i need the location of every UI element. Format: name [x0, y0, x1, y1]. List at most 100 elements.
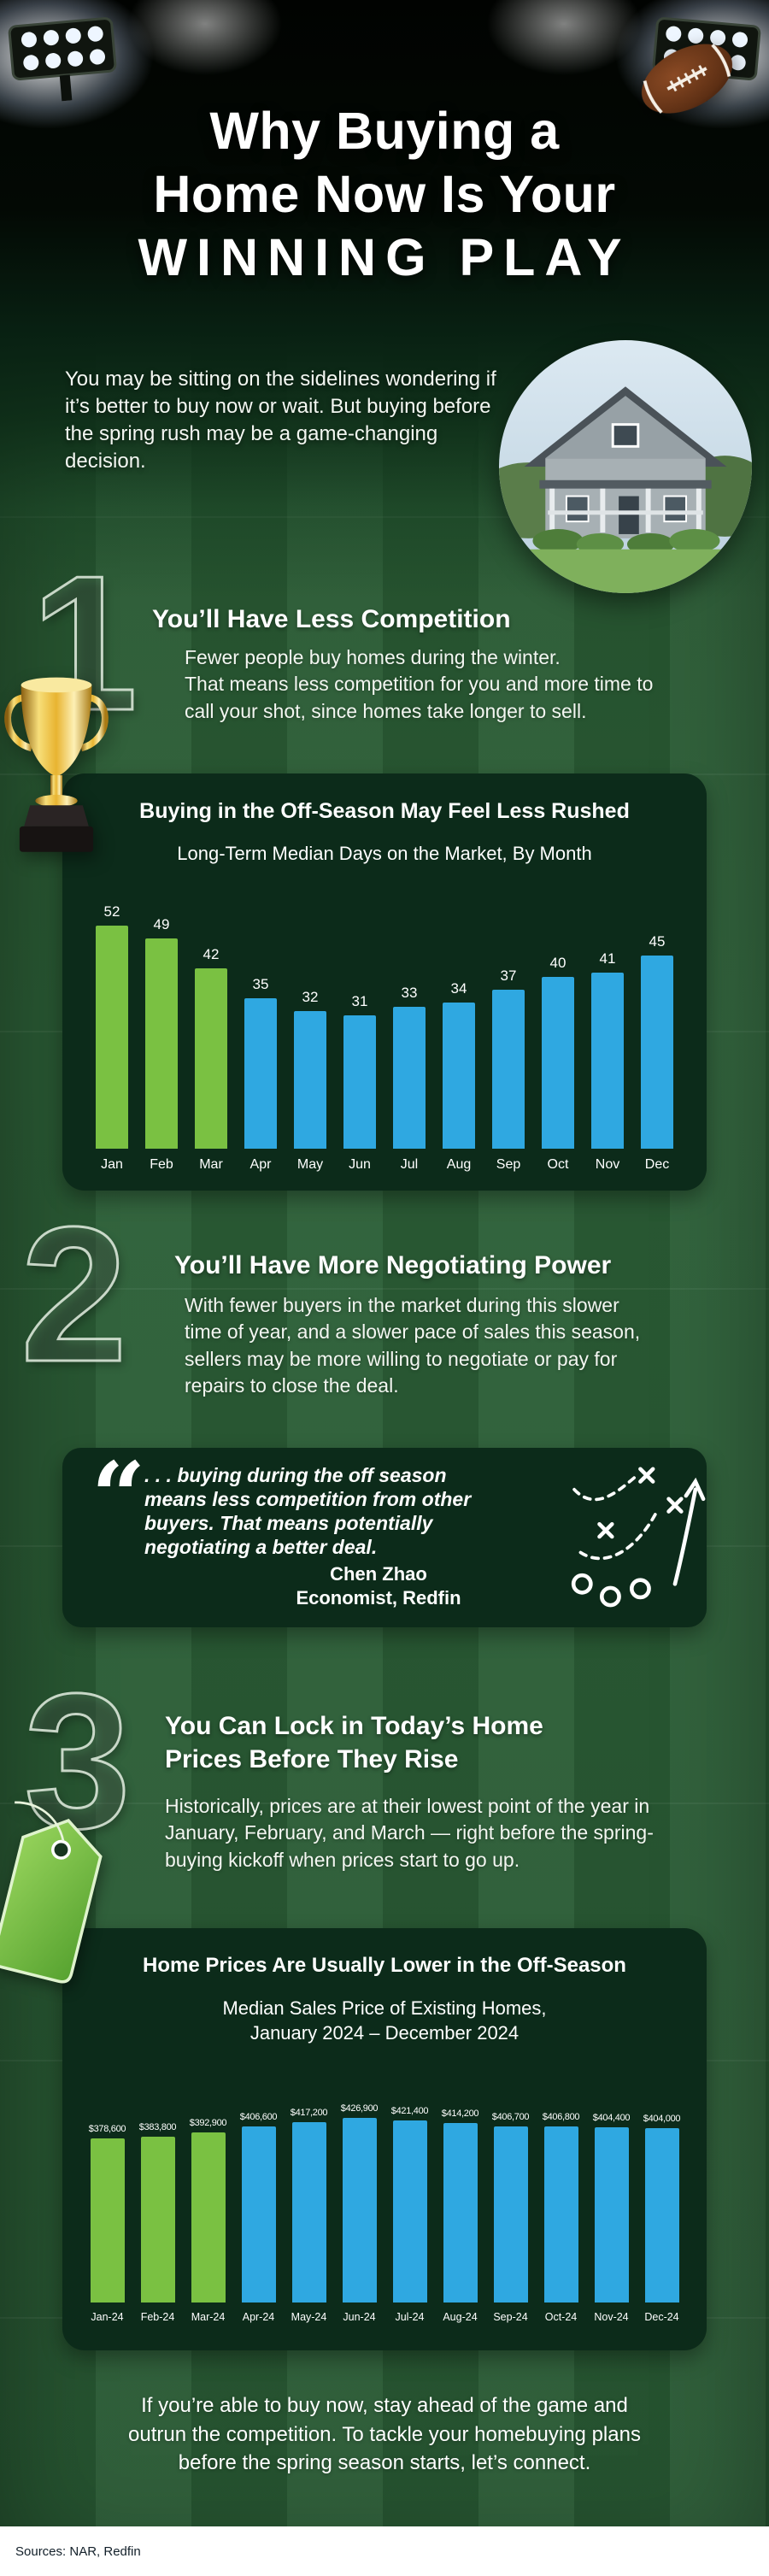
bar-group: 49 Feb [145, 916, 178, 1173]
bar [641, 956, 673, 1149]
bar-group: $414,200 Aug-24 [436, 2108, 484, 2323]
bar [591, 973, 624, 1149]
bar-group: 40 Oct [542, 955, 574, 1173]
bar [543, 2126, 578, 2303]
chart-1-title: Buying in the Off-Season May Feel Less R… [139, 799, 630, 823]
bar-category-label: Dec [644, 1157, 670, 1172]
bar-group: $404,400 Nov-24 [587, 2113, 636, 2323]
section-2-number: 2 [19, 1186, 128, 1402]
trophy-icon [0, 636, 113, 903]
bar [342, 2118, 377, 2303]
title-line-2: Home Now Is Your [153, 165, 616, 223]
bar-category-label: Nov-24 [594, 2311, 629, 2323]
sources-text: Sources: NAR, Redfin [15, 2544, 141, 2559]
bar-group: 45 Dec [641, 933, 673, 1173]
bar-category-label: Jul-24 [395, 2311, 425, 2323]
bar-group: $406,700 Sep-24 [486, 2112, 535, 2323]
bar [343, 1015, 376, 1149]
bar [542, 977, 574, 1149]
chart-2-title: Home Prices Are Usually Lower in the Off… [143, 1954, 626, 1977]
bar [294, 1011, 326, 1149]
quote-card: “ . . . buying during the off season mea… [62, 1448, 707, 1627]
bar [241, 2126, 276, 2303]
bar [594, 2127, 629, 2303]
bar-value-label: $426,900 [340, 2103, 379, 2114]
quote-text: . . . buying during the off season means… [144, 1464, 472, 1559]
bar-group: $406,600 Apr-24 [234, 2112, 283, 2323]
main-title: Why Buying a Home Now Is Your WINNING PL… [0, 99, 769, 289]
bar-category-label: Jul [400, 1157, 419, 1172]
bar [291, 2122, 326, 2303]
bar-value-label: $404,000 [643, 2114, 681, 2124]
quote-author: Chen Zhao [330, 1563, 427, 1585]
bar [140, 2137, 175, 2303]
bar-value-label: $406,800 [542, 2112, 580, 2122]
bar-value-label: 40 [549, 955, 566, 971]
bar-value-label: $406,600 [239, 2112, 278, 2122]
bar [244, 998, 277, 1149]
bar-category-label: Jan [101, 1157, 123, 1172]
bar [443, 2123, 478, 2303]
bar-group: 31 Jun [343, 993, 376, 1173]
chart-2-subtitle: Median Sales Price of Existing Homes, Ja… [222, 1997, 547, 2044]
section-1-body: Fewer people buy homes during the winter… [185, 646, 654, 722]
section-3-heading: You Can Lock in Today’s Home Prices Befo… [165, 1712, 543, 1773]
bar-value-label: 33 [401, 985, 418, 1001]
bar-category-label: Oct-24 [544, 2311, 578, 2323]
bar-group: 33 Jul [393, 985, 426, 1173]
football-icon [624, 24, 749, 134]
title-line-3: WINNING PLAY [138, 228, 631, 286]
bar-category-label: Apr-24 [242, 2311, 275, 2323]
play-diagram-icon [565, 1456, 714, 1617]
bar [145, 938, 178, 1149]
bar [392, 2120, 427, 2303]
bar-value-label: $383,800 [138, 2122, 177, 2132]
bar-value-label: 45 [649, 933, 666, 950]
bar [492, 990, 525, 1149]
bar-value-label: $414,200 [441, 2108, 479, 2119]
bar-group: $421,400 Jul-24 [385, 2106, 434, 2323]
bar-category-label: Aug [446, 1157, 472, 1172]
bar-category-label: Sep [496, 1157, 521, 1172]
bar-value-label: $417,200 [290, 2108, 328, 2118]
bar-category-label: Mar [199, 1157, 223, 1172]
bar [493, 2126, 528, 2303]
bar-group: 34 Aug [443, 980, 475, 1173]
bar-category-label: Nov [595, 1157, 620, 1172]
chart-1-subtitle: Long-Term Median Days on the Market, By … [177, 843, 592, 864]
bar-value-label: $406,700 [491, 2112, 530, 2122]
bar-category-label: Dec-24 [644, 2311, 679, 2323]
bar-category-label: Jun [349, 1157, 371, 1172]
bar-value-label: $392,900 [189, 2118, 227, 2128]
bar-group: $406,800 Oct-24 [537, 2112, 585, 2323]
bar [96, 926, 128, 1149]
bar-category-label: Sep-24 [493, 2311, 528, 2323]
bar-value-label: $421,400 [390, 2106, 429, 2116]
home-prices-bar-chart: $378,600 Jan-24 $383,800 Feb-24 $392,900 Mar-… [62, 2103, 707, 2323]
bar-value-label: $404,400 [592, 2113, 631, 2123]
bar [393, 1007, 426, 1149]
days-on-market-bar-chart: 52 Jan 49 Feb 42 Mar 35 Apr 32 May 31 Jun 33 Jul 34 Aug… [62, 903, 707, 1173]
bar-category-label: Feb-24 [140, 2311, 175, 2323]
bar-category-label: Jun-24 [343, 2311, 376, 2323]
bar-category-label: Mar-24 [191, 2311, 226, 2323]
bar-group: 37 Sep [492, 967, 525, 1173]
bar-value-label: 37 [500, 967, 517, 984]
bar-value-label: 34 [450, 980, 467, 997]
section-1-heading: You’ll Have Less Competition [152, 605, 511, 633]
days-on-market-chart-card: Buying in the Off-Season May Feel Less R… [62, 773, 707, 1191]
bar [195, 968, 227, 1149]
bar-value-label: 42 [203, 946, 220, 962]
bar [443, 1003, 475, 1149]
bar-category-label: Apr [249, 1157, 272, 1172]
quote-author-title: Economist, Redfin [296, 1586, 461, 1609]
bar-group: $426,900 Jun-24 [335, 2103, 384, 2323]
bar-group: 42 Mar [195, 946, 227, 1173]
bar [644, 2128, 679, 2303]
quote-mark-icon: “ [91, 1441, 146, 1551]
bar-value-label: 35 [252, 976, 269, 992]
bar-category-label: Jan-24 [91, 2311, 124, 2323]
bar-value-label: 41 [599, 950, 616, 967]
section-3-body: Historically, prices are at their lowest… [165, 1795, 654, 1871]
